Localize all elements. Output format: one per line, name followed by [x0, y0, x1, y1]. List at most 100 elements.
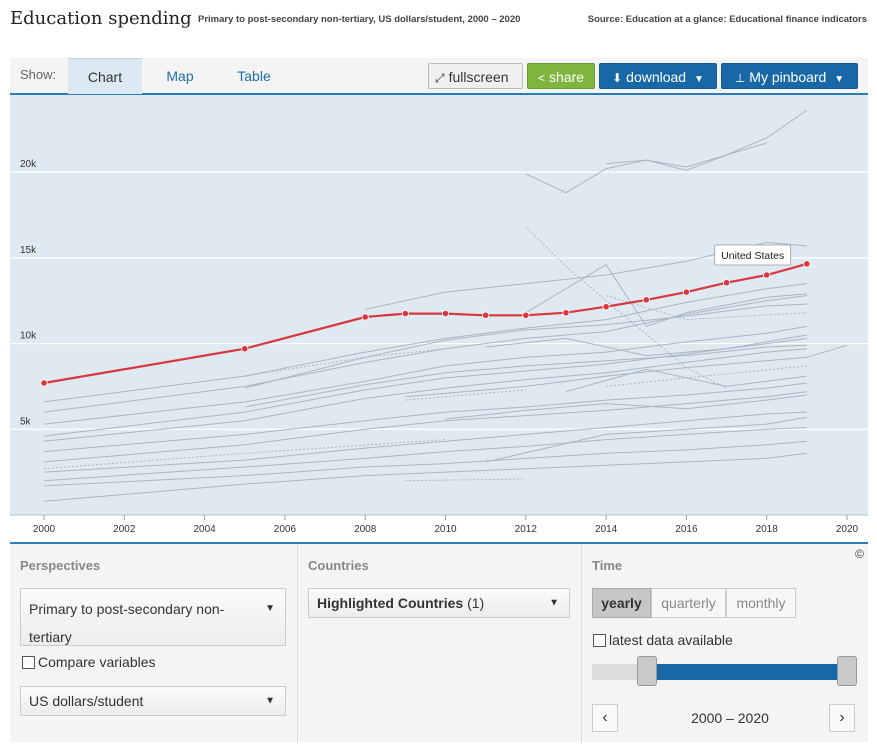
background-series-line	[244, 344, 807, 408]
series-label: United States	[721, 250, 784, 262]
dashed-series-line	[244, 348, 446, 377]
y-tick-label: 15k	[20, 245, 37, 256]
chevron-down-icon: ▼	[265, 603, 275, 614]
download-label: download	[626, 69, 687, 85]
x-tick-label: 2006	[274, 524, 297, 535]
background-series-line	[43, 325, 807, 425]
download-icon: ⬇	[612, 71, 623, 85]
slider-end-handle[interactable]	[837, 656, 857, 686]
source-link[interactable]: Source: Education at a glance: Education…	[587, 14, 867, 25]
line-chart: 5k 10k 15k 20k 2000 2002 2004 2006 2008 2010 2012 2…	[10, 95, 868, 535]
x-tick-label: 2020	[836, 524, 859, 535]
compare-variables-label: Compare variables	[38, 654, 156, 670]
background-series-line	[43, 283, 807, 403]
background-series-line	[43, 337, 807, 437]
view-tabbar: Show: Chart Map Table ⤢ fullscreen < share…	[10, 58, 868, 95]
x-tick-label: 2012	[515, 524, 538, 535]
share-label: share	[548, 69, 585, 85]
unit-select[interactable]: US dollars/student ▼	[20, 686, 286, 716]
countries-select-count: (1)	[467, 595, 485, 611]
y-tick-label: 5k	[20, 416, 32, 427]
perspective-select[interactable]: Primary to post-secondary non-tertiary ▼	[20, 588, 286, 646]
download-button[interactable]: ⬇ download ▼	[599, 63, 717, 89]
highlight-point	[361, 313, 369, 321]
pinboard-button[interactable]: ⊥ My pinboard ▼	[721, 63, 858, 89]
chevron-left-icon: ‹	[602, 709, 608, 726]
pin-icon: ⊥	[734, 71, 746, 85]
background-series-line	[525, 264, 807, 327]
share-icon: <	[537, 71, 545, 85]
highlight-series-line	[43, 262, 808, 385]
highlight-point	[241, 345, 249, 353]
controls-panel: © Perspectives Primary to post-secondary…	[10, 542, 868, 744]
latest-data-label: latest data available	[609, 632, 733, 648]
background-series-line	[43, 382, 807, 453]
latest-data-checkbox[interactable]	[593, 634, 606, 647]
highlight-point	[522, 311, 530, 319]
next-period-button[interactable]: ›	[829, 704, 855, 732]
countries-select-value: Highlighted Countries	[317, 595, 464, 611]
background-series-line	[525, 109, 808, 194]
background-series-line	[606, 142, 767, 171]
header: Education spending Primary to post-secon…	[10, 6, 867, 34]
highlight-point	[763, 271, 771, 279]
background-series-line	[43, 391, 807, 463]
show-label: Show:	[20, 67, 57, 82]
divider	[297, 544, 298, 744]
highlight-point	[722, 279, 731, 287]
x-tick-label: 2018	[756, 524, 779, 535]
x-tick-label: 2010	[434, 524, 457, 535]
time-range-slider[interactable]	[592, 664, 855, 680]
highlight-point	[682, 288, 691, 296]
time-yearly-button[interactable]: yearly	[592, 588, 651, 618]
chevron-down-icon: ▼	[549, 597, 559, 609]
background-series-line	[445, 394, 807, 420]
x-tick-label: 2016	[675, 524, 698, 535]
chevron-right-icon: ›	[839, 709, 845, 726]
time-range-fill	[645, 664, 855, 680]
time-quarterly-button[interactable]: quarterly	[651, 588, 726, 618]
time-monthly-button[interactable]: monthly	[726, 588, 796, 618]
fullscreen-icon: ⤢	[435, 71, 445, 85]
countries-select-text: Highlighted Countries (1)	[317, 595, 484, 611]
share-button[interactable]: < share	[527, 63, 595, 89]
fullscreen-label: fullscreen	[448, 69, 509, 85]
tab-chart[interactable]: Chart	[68, 58, 142, 94]
highlight-point	[40, 379, 48, 387]
pinboard-label: My pinboard	[749, 69, 827, 85]
background-series-line	[405, 344, 848, 398]
x-tick-label: 2002	[113, 524, 136, 535]
perspective-select-value: Primary to post-secondary non-tertiary	[29, 601, 225, 645]
highlight-point	[482, 311, 490, 319]
prev-period-button[interactable]: ‹	[592, 704, 618, 732]
dashed-series-line	[606, 365, 807, 387]
highlight-point	[602, 303, 610, 311]
slider-start-handle[interactable]	[637, 656, 657, 686]
highlight-point	[562, 309, 570, 317]
background-series-line	[43, 411, 807, 473]
time-range-label: 2000 – 2020	[691, 710, 769, 726]
highlight-point	[441, 309, 450, 318]
countries-select[interactable]: Highlighted Countries (1) ▼	[308, 588, 570, 618]
dashed-series-line	[405, 389, 526, 401]
background-series-line	[43, 348, 807, 442]
background-series-line	[43, 452, 807, 502]
tab-table[interactable]: Table	[237, 68, 271, 84]
fullscreen-button[interactable]: ⤢ fullscreen	[428, 63, 523, 89]
compare-variables-checkbox[interactable]	[22, 656, 35, 669]
y-tick-label: 20k	[20, 159, 37, 170]
copyright-icon[interactable]: ©	[855, 547, 864, 561]
dashed-series-line	[605, 295, 807, 321]
dashed-series-line	[525, 226, 727, 389]
countries-heading: Countries	[308, 558, 369, 573]
tab-map[interactable]: Map	[166, 68, 194, 84]
background-series-line	[485, 416, 807, 463]
divider	[581, 544, 582, 744]
background-series-line	[485, 334, 807, 357]
x-tick-label: 2000	[33, 524, 56, 535]
x-tick-label: 2008	[354, 524, 377, 535]
time-heading: Time	[592, 558, 623, 573]
dashed-series-line	[43, 439, 446, 470]
y-tick-label: 10k	[20, 331, 37, 342]
series-label-box	[714, 244, 792, 266]
